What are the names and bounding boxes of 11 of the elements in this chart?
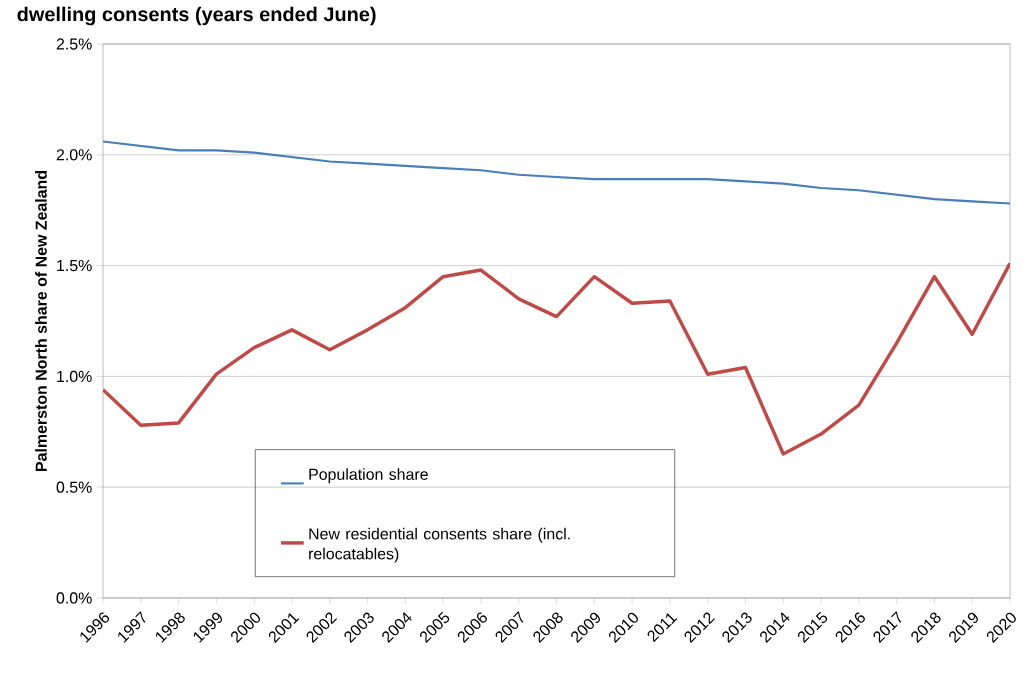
y-tick-label: 0.0% [56, 592, 92, 604]
line-series [103, 261, 1011, 456]
y-tick-label: 2.0% [56, 149, 92, 161]
y-tick-label: 1.5% [57, 259, 92, 272]
y-tick-label: 0.5% [56, 481, 92, 493]
chart-title: dwelling consents (years ended June) [17, 6, 376, 26]
y-tick-label: 2.5% [56, 38, 92, 50]
legend-label: New residential consents share (incl. relocatables) [309, 527, 570, 563]
legend-label: Population share [309, 468, 428, 484]
y-tick-label: 1.0% [57, 370, 92, 383]
y-axis-title: Palmerston North share of New Zealand [35, 171, 47, 471]
